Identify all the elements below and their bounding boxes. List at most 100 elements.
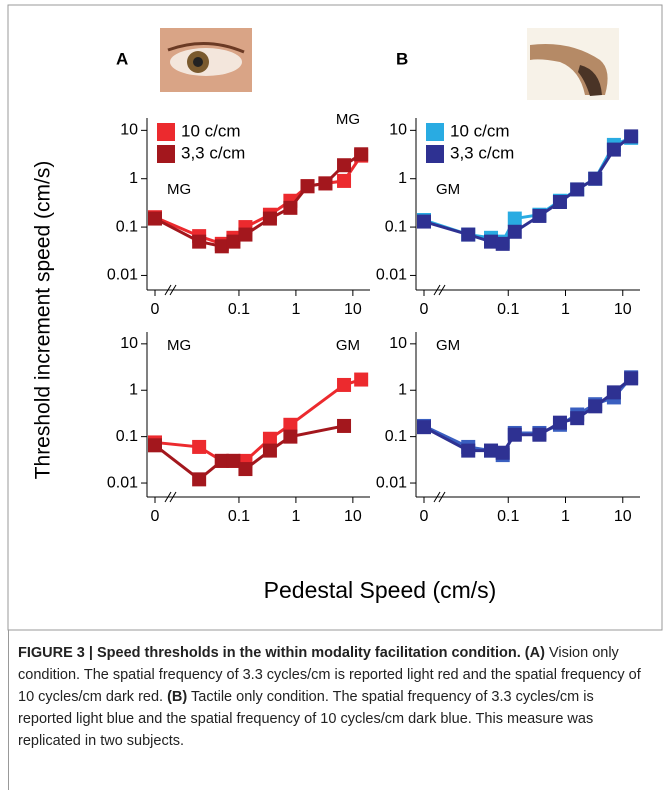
y-tick-label: 10 [389, 335, 407, 352]
y-tick-label: 1 [129, 381, 138, 398]
series-line [155, 154, 361, 246]
data-point [624, 129, 638, 143]
x-tick-label: 10 [614, 508, 632, 525]
hand-image [527, 28, 619, 100]
data-point [192, 235, 206, 249]
caption-label: (B) [167, 689, 187, 705]
data-point [417, 215, 431, 229]
data-point [192, 472, 206, 486]
legend-swatch [426, 123, 444, 141]
data-point [318, 176, 332, 190]
legend-swatch [157, 145, 175, 163]
data-point [283, 430, 297, 444]
legend-swatch [157, 123, 175, 141]
data-point [354, 373, 368, 387]
data-point [354, 147, 368, 161]
x-tick-label: 10 [344, 301, 362, 318]
data-point [570, 411, 584, 425]
data-point [148, 438, 162, 452]
data-point [283, 201, 297, 215]
data-point [461, 228, 475, 242]
series-line [155, 380, 361, 461]
x-tick-label: 0.1 [228, 508, 250, 525]
annotation: GM [436, 337, 460, 354]
x-tick-label: 0 [151, 508, 160, 525]
legend-label: 10 c/cm [181, 121, 241, 140]
data-point [238, 228, 252, 242]
annotation: GM [436, 181, 460, 198]
y-tick-label: 0.1 [385, 218, 407, 235]
annotation: GM [336, 337, 360, 354]
y-tick-label: 0.01 [107, 474, 138, 491]
data-point [532, 428, 546, 442]
x-tick-label: 1 [561, 508, 570, 525]
data-point [148, 212, 162, 226]
y-tick-label: 0.01 [107, 267, 138, 284]
data-point [588, 172, 602, 186]
data-point [508, 212, 522, 226]
x-tick-label: 0.1 [497, 301, 519, 318]
data-point [226, 454, 240, 468]
y-tick-label: 10 [120, 335, 138, 352]
data-point [607, 385, 621, 399]
y-tick-label: 10 [120, 122, 138, 139]
data-point [508, 428, 522, 442]
y-tick-label: 1 [398, 170, 407, 187]
series-line [155, 156, 361, 244]
y-tick-label: 0.1 [116, 428, 138, 445]
y-axis-label: Threshold increment speed (cm/s) [32, 161, 55, 480]
figure: A B Threshold increment speed (cm/s) Ped… [0, 0, 671, 640]
data-point [226, 235, 240, 249]
data-point [192, 440, 206, 454]
caption-rule [8, 630, 9, 790]
data-point [496, 237, 510, 251]
data-point [624, 371, 638, 385]
y-tick-label: 0.01 [376, 474, 407, 491]
data-point [417, 420, 431, 434]
annotation: MG [336, 111, 360, 128]
x-tick-label: 1 [291, 508, 300, 525]
y-tick-label: 0.01 [376, 267, 407, 284]
page: A B Threshold increment speed (cm/s) Ped… [0, 0, 671, 795]
data-point [553, 195, 567, 209]
x-tick-label: 0.1 [497, 508, 519, 525]
data-point [337, 419, 351, 433]
data-point [337, 158, 351, 172]
x-axis-label: Pedestal Speed (cm/s) [264, 577, 497, 603]
data-point [337, 174, 351, 188]
data-point [337, 378, 351, 392]
data-point [301, 179, 315, 193]
data-point [588, 399, 602, 413]
caption: FIGURE 3 | Speed thresholds in the withi… [18, 642, 648, 752]
data-point [508, 225, 522, 239]
y-tick-label: 0.1 [116, 218, 138, 235]
eye-image [160, 28, 252, 92]
data-point [263, 212, 277, 226]
x-tick-label: 10 [614, 301, 632, 318]
data-point [238, 462, 252, 476]
data-point [607, 143, 621, 157]
caption-title: FIGURE 3 | Speed thresholds in the withi… [18, 645, 521, 661]
x-tick-label: 0 [420, 508, 429, 525]
legend-label: 3,3 c/cm [181, 143, 245, 162]
annotation: MG [167, 337, 191, 354]
data-point [263, 444, 277, 458]
y-tick-label: 1 [398, 381, 407, 398]
panel-label: B [396, 49, 408, 68]
x-tick-label: 0 [420, 301, 429, 318]
caption-label: (A) [525, 645, 545, 661]
data-point [570, 182, 584, 196]
data-point [461, 444, 475, 458]
data-point [496, 446, 510, 460]
legend-swatch [426, 145, 444, 163]
data-point [532, 209, 546, 223]
x-tick-label: 1 [291, 301, 300, 318]
annotation: MG [167, 181, 191, 198]
y-tick-label: 10 [389, 122, 407, 139]
legend-label: 3,3 c/cm [450, 143, 514, 162]
x-tick-label: 1 [561, 301, 570, 318]
x-tick-label: 0 [151, 301, 160, 318]
x-tick-label: 10 [344, 508, 362, 525]
panel-label: A [116, 49, 128, 68]
data-point [553, 416, 567, 430]
